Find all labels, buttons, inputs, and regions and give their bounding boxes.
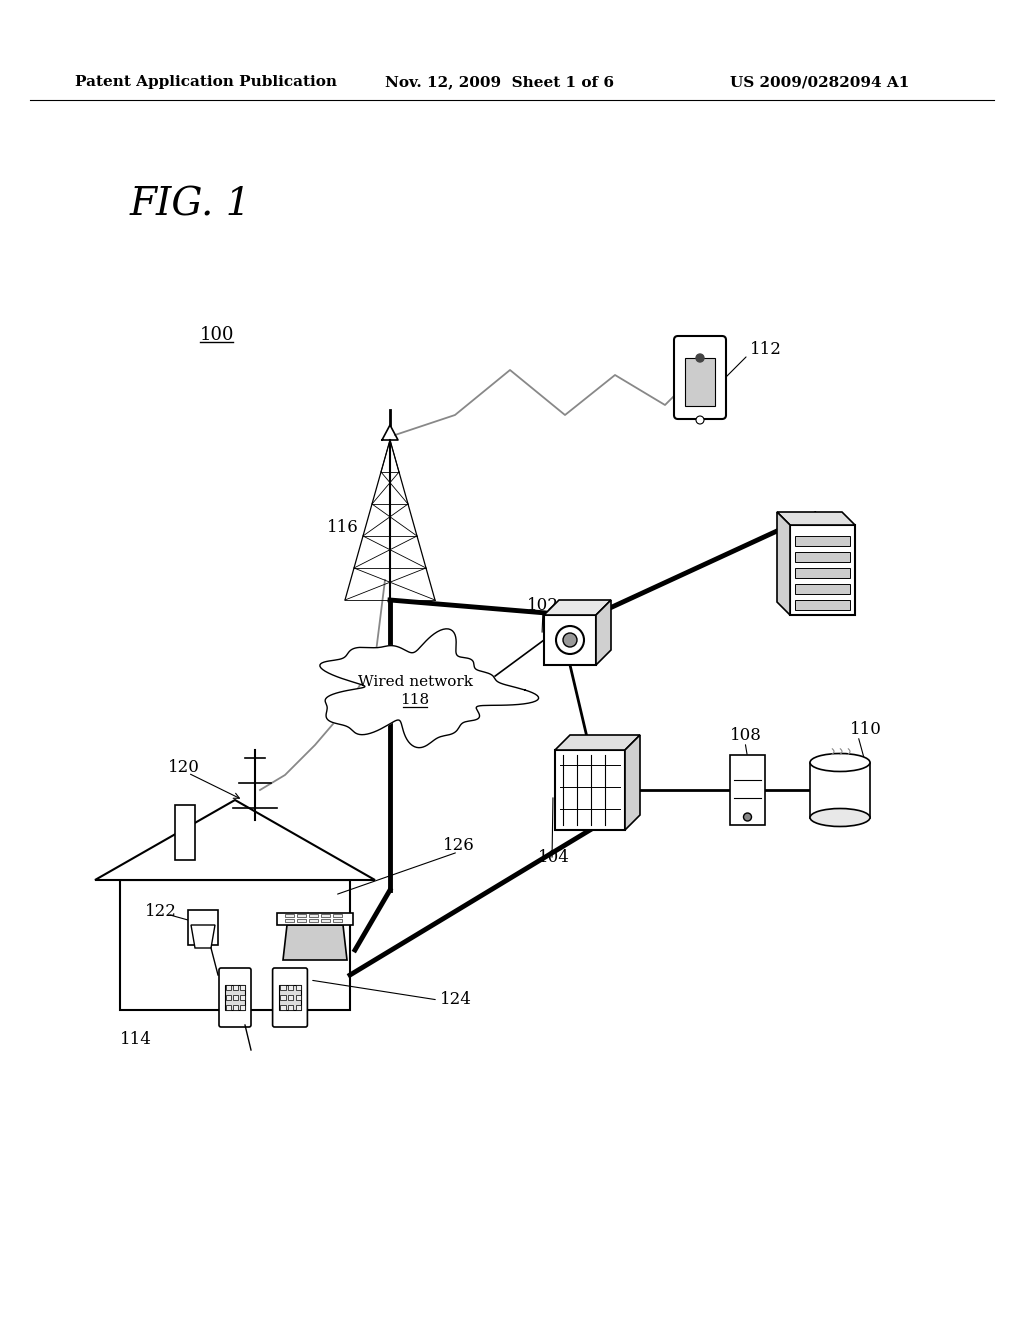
Circle shape [556,626,584,653]
Bar [281,985,286,990]
Polygon shape [625,735,640,830]
Bar [226,1005,231,1010]
Polygon shape [95,800,375,880]
Bar [297,913,306,917]
Text: 120: 120 [168,759,200,776]
Bar [309,919,318,921]
Polygon shape [555,735,640,750]
FancyBboxPatch shape [219,968,251,1027]
Circle shape [563,634,577,647]
Bar [333,913,342,917]
Text: 110: 110 [850,722,882,738]
Bar [279,985,301,1010]
Polygon shape [555,750,625,830]
Bar [288,1005,293,1010]
Bar [795,536,850,546]
Bar [240,985,245,990]
Bar [288,985,293,990]
Text: 102: 102 [527,597,559,614]
Bar [226,995,231,1001]
Text: 112: 112 [750,342,782,359]
Text: Nov. 12, 2009  Sheet 1 of 6: Nov. 12, 2009 Sheet 1 of 6 [385,75,614,88]
Bar [795,601,850,610]
Bar [226,985,231,990]
Bar [685,358,715,407]
Text: 108: 108 [730,726,762,743]
Bar [297,919,306,921]
Text: 100: 100 [200,326,234,345]
Ellipse shape [810,754,870,771]
FancyBboxPatch shape [674,337,726,418]
Text: Wired network: Wired network [357,675,472,689]
Polygon shape [544,601,611,615]
FancyBboxPatch shape [272,968,307,1027]
Bar [225,985,245,1010]
Bar [795,568,850,578]
Bar [233,985,238,990]
Text: 124: 124 [440,991,472,1008]
Polygon shape [777,512,790,615]
Ellipse shape [810,808,870,826]
Bar [810,763,870,817]
Text: 122: 122 [145,903,177,920]
Polygon shape [596,601,611,665]
Text: 118: 118 [400,693,429,708]
Bar [730,755,765,825]
Bar [278,913,353,925]
Bar [309,913,318,917]
Polygon shape [777,512,855,525]
Bar [175,805,195,861]
Text: 104: 104 [538,850,570,866]
Bar [285,913,294,917]
Circle shape [696,416,705,424]
Polygon shape [790,525,855,615]
Text: 114: 114 [120,1031,152,1048]
Bar [240,1005,245,1010]
Bar [285,919,294,921]
Bar [240,995,245,1001]
Text: US 2009/0282094 A1: US 2009/0282094 A1 [730,75,909,88]
Bar [281,995,286,1001]
Text: Patent Application Publication: Patent Application Publication [75,75,337,88]
Bar [296,985,301,990]
Bar [795,552,850,562]
Bar [795,583,850,594]
Bar [321,913,330,917]
Text: 116: 116 [327,519,358,536]
Bar [296,995,301,1001]
Bar [233,995,238,1001]
Text: FIG. 1: FIG. 1 [130,186,252,223]
Polygon shape [283,925,347,960]
Polygon shape [544,615,596,665]
Bar [296,1005,301,1010]
Bar [188,909,218,945]
Text: 106: 106 [810,511,842,528]
Bar [288,995,293,1001]
Bar [281,1005,286,1010]
Bar [233,1005,238,1010]
Bar [333,919,342,921]
Polygon shape [191,925,215,948]
Circle shape [696,354,705,362]
Text: 126: 126 [443,837,475,854]
Polygon shape [319,628,539,747]
Circle shape [743,813,752,821]
Polygon shape [120,880,350,1010]
Bar [321,919,330,921]
